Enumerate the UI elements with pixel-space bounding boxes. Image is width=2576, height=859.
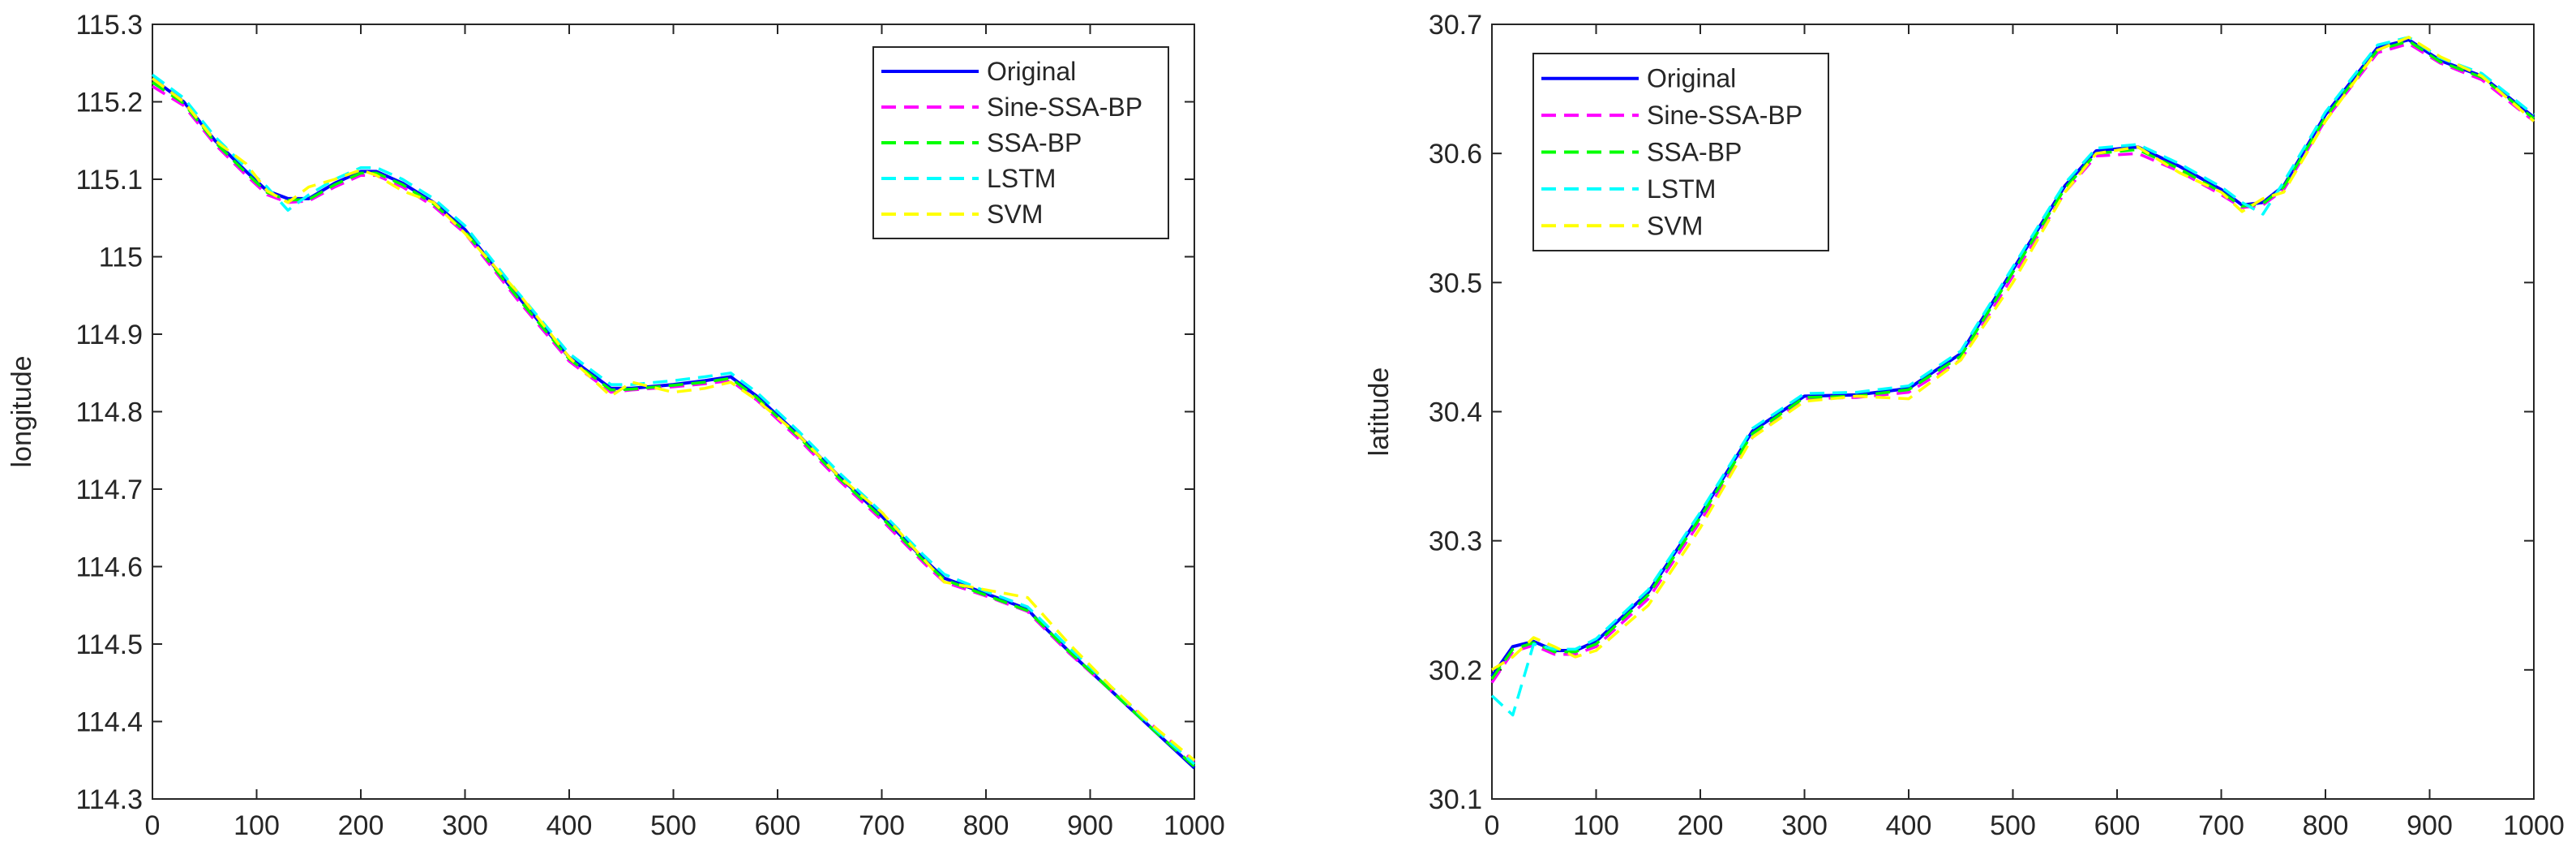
legend-label: Original xyxy=(987,57,1076,86)
legend-box xyxy=(1532,53,1829,251)
y-tick-label: 115.3 xyxy=(75,10,143,41)
y-tick-label: 30.4 xyxy=(1429,397,1482,428)
x-tick-label: 0 xyxy=(145,810,161,841)
series-line-lstm xyxy=(151,73,1196,766)
y-tick-label: 115.2 xyxy=(75,88,143,118)
x-tick-label: 600 xyxy=(2094,810,2141,841)
x-tick-label: 300 xyxy=(1781,810,1828,841)
y-tick-label: 30.2 xyxy=(1429,655,1482,686)
x-tick-label: 800 xyxy=(2303,810,2349,841)
x-tick-label: 100 xyxy=(234,810,280,841)
x-tick-label: 900 xyxy=(1067,810,1113,841)
series-line-ssa-bp xyxy=(152,81,1196,768)
longitude-chart: 0 100 200 300 400 500 600 700 800 900 1000 114.3 114… xyxy=(6,10,1225,841)
y-tick-label: 114.5 xyxy=(75,629,143,660)
series-line-svm xyxy=(1491,36,2535,672)
y-tick-label: 114.4 xyxy=(75,707,143,738)
y-tick-label: 114.7 xyxy=(75,475,143,505)
y-tick-label: 30.1 xyxy=(1429,784,1482,815)
x-tick-label: 200 xyxy=(338,810,384,841)
legend-label: Sine-SSA-BP xyxy=(987,92,1142,122)
x-tick-label: 100 xyxy=(1573,810,1619,841)
y-tick-label: 115 xyxy=(99,243,143,273)
x-tick-label: 700 xyxy=(859,810,905,841)
x-tick-label: 700 xyxy=(2198,810,2244,841)
legend-label: SSA-BP xyxy=(1647,138,1742,167)
x-tick-label: 500 xyxy=(1990,810,2036,841)
legend-box xyxy=(872,46,1169,239)
legend: Original Sine-SSA-BP SSA-BP LSTM SVM xyxy=(1532,53,1829,251)
y-tick-label: 30.7 xyxy=(1429,10,1482,41)
y-axis-label: longitude xyxy=(6,355,37,467)
legend-label: SVM xyxy=(1647,211,1703,240)
series-line-svm xyxy=(151,77,1196,762)
y-axis-label: latitude xyxy=(1364,367,1395,457)
x-tick-label: 0 xyxy=(1485,810,1500,841)
x-tick-label: 900 xyxy=(2407,810,2453,841)
y-tick-label: 114.6 xyxy=(75,552,143,583)
y-tick-label: 30.3 xyxy=(1429,526,1482,557)
legend: Original Sine-SSA-BP SSA-BP LSTM SVM xyxy=(872,46,1169,239)
legend-label: Sine-SSA-BP xyxy=(1647,101,1802,130)
y-tick-label: 115.1 xyxy=(75,165,143,195)
x-tick-label: 800 xyxy=(963,810,1009,841)
y-tick-label: 30.6 xyxy=(1429,139,1482,170)
legend-label: LSTM xyxy=(987,164,1056,193)
x-tick-label: 300 xyxy=(442,810,488,841)
x-tick-label: 1000 xyxy=(2503,810,2565,841)
x-tick-label: 600 xyxy=(755,810,801,841)
y-tick-label: 114.3 xyxy=(75,784,143,815)
series-line-lstm xyxy=(1490,36,2535,717)
legend-label: Original xyxy=(1647,64,1736,93)
y-tick-label: 30.5 xyxy=(1429,268,1482,299)
legend-label: SSA-BP xyxy=(987,128,1082,157)
y-tick-label: 114.9 xyxy=(75,320,143,350)
x-tick-label: 400 xyxy=(1886,810,1932,841)
legend-label: LSTM xyxy=(1647,174,1716,204)
x-tick-label: 1000 xyxy=(1164,810,1225,841)
latitude-chart: 0 100 200 300 400 500 600 700 800 900 1000 30.1 30.2… xyxy=(1364,10,2565,841)
y-tick-label: 114.8 xyxy=(75,397,143,428)
x-tick-label: 500 xyxy=(650,810,697,841)
x-tick-label: 200 xyxy=(1678,810,1724,841)
x-tick-label: 400 xyxy=(546,810,593,841)
legend-label: SVM xyxy=(987,200,1043,229)
